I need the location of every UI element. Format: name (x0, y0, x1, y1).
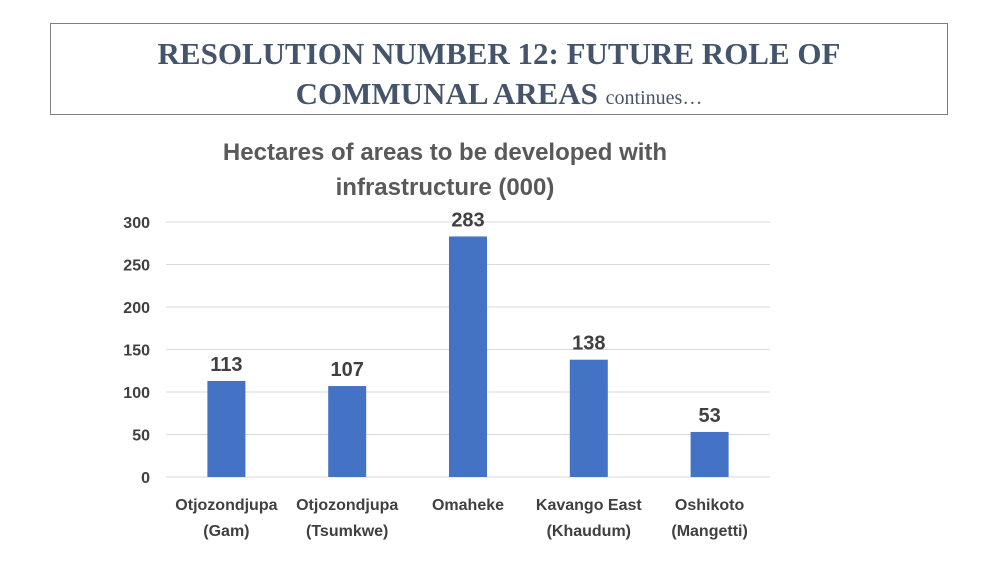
slide-title-main: COMMUNAL AREAS (295, 76, 598, 111)
bar-3 (449, 236, 487, 477)
y-tick-label: 0 (141, 470, 150, 487)
bar-2 (328, 386, 367, 477)
y-tick-label: 250 (123, 258, 150, 275)
category-label: Otjozondjupa (175, 497, 277, 514)
y-tick-label: 50 (132, 428, 150, 445)
y-tick-label: 300 (123, 215, 150, 232)
slide-title-box: RESOLUTION NUMBER 12: FUTURE ROLE OF COM… (50, 23, 948, 115)
data-label: 113 (210, 354, 242, 376)
bar-5 (690, 431, 729, 477)
y-tick-label: 100 (123, 385, 150, 402)
category-label: Kavango East (536, 497, 642, 514)
y-tick-label: 200 (123, 300, 150, 317)
slide-title-line2: COMMUNAL AREAS continues… (51, 76, 947, 116)
category-label: (Khaudum) (547, 523, 631, 540)
data-label: 138 (572, 333, 605, 355)
data-label: 107 (331, 359, 364, 381)
category-label: (Mangetti) (671, 523, 747, 540)
category-label: Otjozondjupa (296, 497, 398, 514)
category-label: Omaheke (432, 497, 504, 514)
data-label: 283 (451, 209, 484, 231)
chart-title-line: Hectares of areas to be developed with (223, 139, 667, 166)
y-tick-label: 150 (123, 343, 150, 360)
bar-1 (207, 380, 246, 477)
data-label: 53 (698, 405, 720, 427)
chart-title-line: infrastructure (000) (336, 174, 555, 201)
bar-4 (569, 359, 608, 477)
category-label: (Tsumkwe) (306, 523, 388, 540)
category-label: (Gam) (203, 523, 249, 540)
slide-title-suffix: continues… (605, 87, 703, 109)
slide-title-line1: RESOLUTION NUMBER 12: FUTURE ROLE OF (157, 36, 841, 71)
category-label: Oshikoto (675, 497, 745, 514)
